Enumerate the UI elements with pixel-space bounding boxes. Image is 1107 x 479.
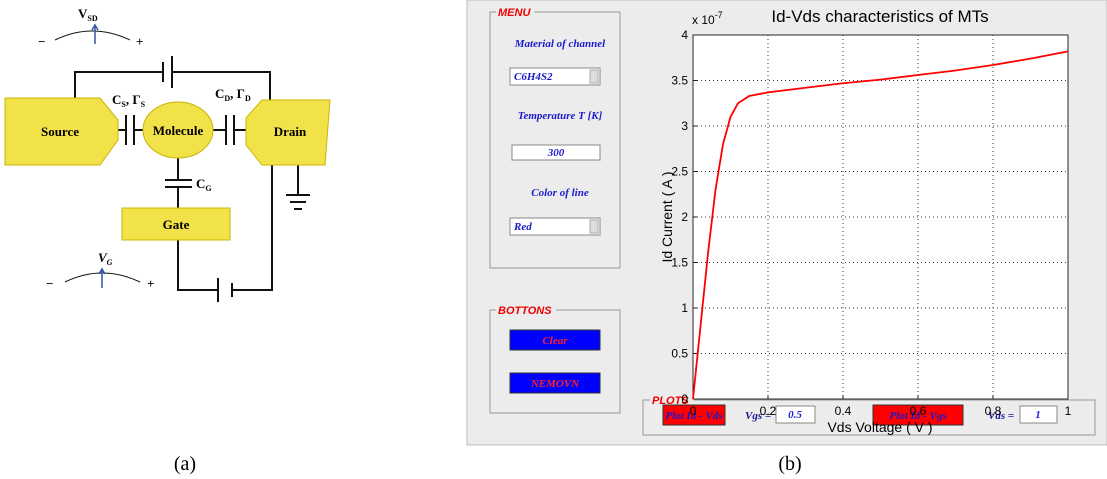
arrow: [99, 269, 105, 288]
label: , Γ: [230, 86, 245, 101]
y-axis-label: Id Current ( A ): [659, 171, 675, 262]
y-tick-label: 1.5: [671, 256, 688, 270]
capacitor: [165, 180, 192, 187]
y-tick-label: 1: [681, 301, 688, 315]
label-sub: G: [205, 184, 211, 193]
circuit-diagram: VSD − + Source Molecule Drain CS, ΓS CD,…: [5, 6, 330, 302]
caption: (a): [174, 453, 196, 475]
field-label: Color of line: [531, 187, 589, 199]
plus: +: [147, 276, 154, 291]
label: , Γ: [126, 92, 141, 107]
label: C: [215, 86, 224, 101]
label-sub: SD: [87, 14, 97, 23]
x-tick-label: 0.6: [910, 404, 927, 418]
multiplier-base: x 10: [692, 13, 715, 27]
x-axis-label: Vds Voltage ( V ): [827, 419, 932, 435]
vg-label: VG: [98, 250, 113, 267]
y-tick-label: 2: [681, 210, 688, 224]
cg-label: CG: [196, 176, 212, 193]
label-sub: G: [107, 258, 113, 267]
dropdown-arrow: [590, 70, 598, 83]
field-label: Material of channel: [514, 38, 606, 50]
x-tick-label: 0.4: [835, 404, 852, 418]
figure: VSD − + Source Molecule Drain CS, ΓS CD,…: [0, 0, 1107, 479]
label-sub: D: [245, 94, 251, 103]
drain-label: Drain: [274, 124, 307, 139]
source-label: Source: [41, 124, 79, 139]
input-value: 300: [547, 147, 565, 159]
panel-title: BOTTONS: [498, 305, 552, 317]
arrow: [92, 25, 98, 44]
gui-window: MENU Material of channel C6H4S2 Temperat…: [467, 0, 1107, 445]
button-label: Clear: [542, 335, 568, 347]
chart-title: Id-Vds characteristics of MTs: [771, 7, 988, 26]
chart: Id-Vds characteristics of MTs x 10-7 Vds…: [659, 7, 1072, 435]
button-label: NEMOVN: [530, 378, 580, 390]
y-tick-label: 4: [681, 28, 688, 42]
molecule-label: Molecule: [153, 123, 204, 138]
input-value: 1: [1035, 409, 1041, 421]
plus: +: [136, 34, 143, 49]
label: C: [112, 92, 121, 107]
panel-title: MENU: [498, 7, 531, 19]
y-tick-label: 0.5: [671, 347, 688, 361]
y-tick-label: 0: [681, 392, 688, 406]
x-tick-label: 0: [690, 404, 697, 418]
multiplier-exponent: -7: [715, 10, 723, 20]
y-tick-label: 3: [681, 119, 688, 133]
cd-label: CD, ΓD: [215, 86, 251, 103]
field-label: Temperature T [K]: [518, 110, 603, 122]
ground: [286, 195, 310, 209]
minus: −: [38, 34, 45, 49]
vsd-label: VSD: [78, 6, 98, 23]
y-tick-label: 3.5: [671, 74, 688, 88]
dropdown-arrow: [590, 220, 598, 233]
y-tick-label: 2.5: [671, 165, 688, 179]
caption: (b): [778, 453, 801, 475]
label-sub: S: [141, 100, 146, 109]
x-tick-label: 0.2: [760, 404, 777, 418]
input-value: 0.5: [788, 409, 802, 421]
x-tick-label: 1: [1065, 404, 1072, 418]
label: C: [196, 176, 205, 191]
arc: [55, 31, 130, 40]
minus: −: [46, 276, 53, 291]
x-tick-label: 0.8: [985, 404, 1002, 418]
dropdown-value: Red: [513, 221, 532, 233]
dropdown-value: C6H4S2: [514, 71, 553, 83]
gate-label: Gate: [163, 217, 190, 232]
cs-label: CS, ΓS: [112, 92, 146, 109]
